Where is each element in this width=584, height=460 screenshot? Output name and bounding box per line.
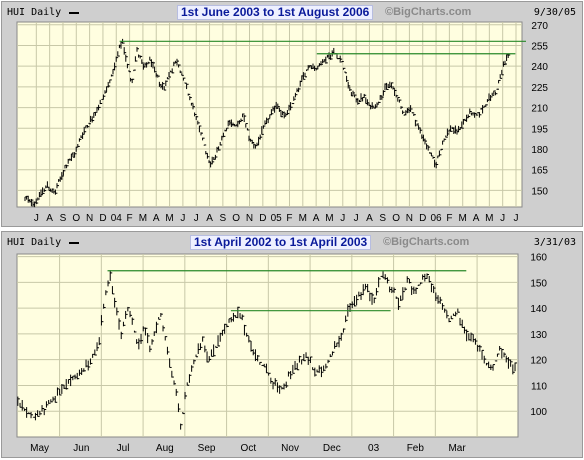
x-tick-label: M — [459, 213, 467, 224]
x-tick-label: Feb — [407, 443, 425, 454]
y-tick-label: 180 — [531, 145, 548, 156]
y-tick-label: 110 — [531, 381, 547, 392]
range-title: 1st April 2002 to 1st April 2003 — [190, 235, 372, 250]
x-tick-label: 03 — [368, 443, 380, 454]
x-tick-label: F — [127, 213, 133, 224]
plot-area — [16, 253, 519, 438]
x-tick-label: D — [259, 213, 266, 224]
range-title: 1st June 2003 to 1st August 2006 — [177, 5, 374, 20]
x-tick-label: A — [313, 213, 320, 224]
x-tick-label: S — [60, 213, 67, 224]
x-tick-label: N — [86, 213, 93, 224]
x-tick-label: A — [366, 213, 373, 224]
credit-label: ©BigCharts.com — [385, 6, 472, 18]
y-tick-label: 210 — [531, 104, 548, 115]
y-tick-label: 150 — [530, 278, 547, 289]
x-tick-label: M — [299, 213, 307, 224]
x-tick-label: Dec — [323, 443, 341, 454]
x-tick-label: Mar — [448, 443, 466, 454]
date-stamp: 3/31/03 — [533, 237, 576, 248]
x-tick-label: J — [500, 213, 505, 224]
x-tick-label: D — [419, 213, 426, 224]
x-tick-label: Oct — [241, 443, 257, 454]
price-chart-top: J A S O N D 04 F M A M J J A S O N D 05 F M A M J J A S O N D 06 F M A M J J… — [16, 21, 548, 224]
y-tick-label: 100 — [530, 407, 547, 418]
x-tick-label: Jul — [117, 443, 130, 454]
chart-panel-top: HUI Daily 1st June 2003 to 1st August 20… — [1, 1, 583, 227]
ticker-label: HUI Daily — [7, 7, 62, 18]
x-tick-label: J — [34, 213, 39, 224]
date-stamp: 9/30/05 — [533, 7, 576, 18]
x-tick-label: Aug — [156, 443, 174, 454]
x-tick-label: N — [406, 213, 413, 224]
x-tick-label: May — [30, 443, 49, 454]
credit-label: ©BigCharts.com — [383, 236, 470, 248]
x-tick-label: O — [392, 213, 400, 224]
x-tick-label: 04 — [111, 213, 123, 224]
x-tick-label: O — [72, 213, 80, 224]
x-tick-label: J — [514, 213, 519, 224]
chart-header: HUI Daily 1st June 2003 to 1st August 20… — [2, 5, 582, 20]
x-tick-label: J — [180, 213, 185, 224]
y-tick-label: 165 — [531, 166, 548, 177]
price-chart-bottom: May Jun Jul Aug Sep Oct Nov Dec 03 Feb Mar 100 110 12… — [16, 253, 547, 454]
x-tick-label: 06 — [430, 213, 442, 224]
x-tick-label: J — [354, 213, 359, 224]
x-tick-label: Sep — [198, 443, 216, 454]
x-tick-label: F — [286, 213, 292, 224]
x-tick-label: M — [485, 213, 493, 224]
x-tick-label: M — [325, 213, 333, 224]
x-tick-label: S — [220, 213, 227, 224]
y-tick-label: 255 — [531, 41, 548, 52]
x-tick-label: N — [246, 213, 253, 224]
y-tick-label: 150 — [531, 186, 548, 197]
x-tick-label: D — [99, 213, 106, 224]
x-tick-label: S — [379, 213, 386, 224]
x-tick-label: A — [206, 213, 213, 224]
price-series — [24, 38, 511, 208]
chart-header: HUI Daily 1st April 2002 to 1st April 20… — [2, 235, 582, 250]
y-tick-label: 225 — [531, 83, 548, 94]
x-tick-label: M — [139, 213, 147, 224]
x-tick-label: O — [232, 213, 240, 224]
y-tick-label: 130 — [530, 330, 547, 341]
y-tick-label: 270 — [531, 21, 548, 32]
y-tick-label: 240 — [531, 62, 548, 73]
y-tick-label: 160 — [530, 253, 547, 264]
x-tick-label: Jun — [73, 443, 89, 454]
legend-line-icon — [69, 242, 79, 244]
x-tick-label: A — [46, 213, 53, 224]
x-tick-label: M — [165, 213, 173, 224]
price-series — [17, 270, 518, 430]
y-tick-label: 140 — [530, 304, 547, 315]
y-tick-label: 120 — [530, 356, 547, 367]
x-tick-label: A — [153, 213, 160, 224]
x-tick-label: F — [446, 213, 452, 224]
y-tick-label: 195 — [531, 124, 548, 135]
x-tick-label: J — [194, 213, 199, 224]
x-tick-label: A — [473, 213, 480, 224]
legend-line-icon — [69, 12, 79, 14]
x-tick-label: J — [340, 213, 345, 224]
ticker-label: HUI Daily — [7, 237, 62, 248]
chart-panel-bottom: HUI Daily 1st April 2002 to 1st April 20… — [1, 231, 583, 458]
x-tick-label: 05 — [271, 213, 283, 224]
x-tick-label: Nov — [281, 443, 299, 454]
